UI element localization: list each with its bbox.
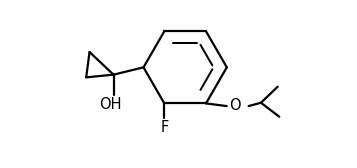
- Text: OH: OH: [100, 97, 122, 112]
- Text: O: O: [228, 98, 240, 113]
- Text: F: F: [161, 120, 169, 135]
